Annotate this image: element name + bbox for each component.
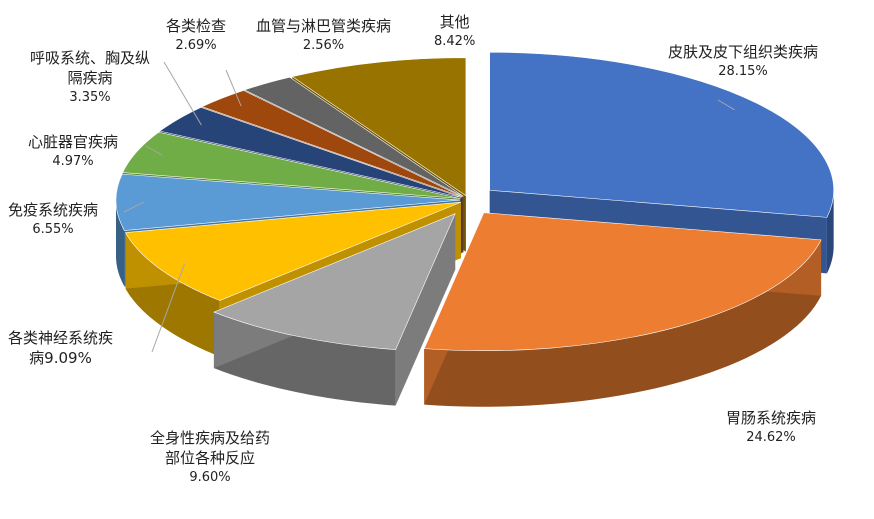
pie-slice-5-top bbox=[122, 131, 461, 199]
label-immune-value: 6.55% bbox=[32, 222, 74, 237]
pie-slice-1 bbox=[423, 212, 822, 407]
label-respiratory-line1: 呼吸系统、胸及纵 bbox=[30, 49, 151, 67]
label-other-name: 其他 bbox=[439, 13, 470, 31]
label-cardiac-value: 4.97% bbox=[52, 154, 94, 169]
label-cardiac: 心脏器官疾病 4.97% bbox=[28, 132, 118, 172]
leader-line-3 bbox=[151, 263, 185, 353]
label-other-value: 8.42% bbox=[434, 34, 476, 49]
label-general-value: 9.60% bbox=[189, 470, 231, 485]
label-respiratory: 呼吸系统、胸及纵 隔疾病 3.35% bbox=[30, 48, 150, 108]
label-respiratory-value: 3.35% bbox=[69, 90, 111, 105]
label-general-line2: 部位各种反应 bbox=[165, 449, 256, 467]
pie-slice-4-top bbox=[115, 173, 461, 231]
pie-slice-9-top bbox=[291, 57, 467, 197]
label-neuro-line2: 病9.09% bbox=[29, 349, 92, 367]
pie-slice-6-top bbox=[159, 107, 462, 198]
label-vascular-name: 血管与淋巴管类疾病 bbox=[256, 17, 392, 35]
label-skin-name: 皮肤及皮下组织类疾病 bbox=[668, 43, 819, 61]
leader-line-4 bbox=[123, 201, 144, 213]
pie-slice-2 bbox=[213, 213, 456, 406]
label-immune: 免疫系统疾病 6.55% bbox=[8, 200, 98, 240]
pie-slice-1-top bbox=[423, 212, 822, 352]
label-exam: 各类检查 2.69% bbox=[166, 16, 226, 56]
label-immune-name: 免疫系统疾病 bbox=[8, 201, 99, 219]
pie-slice-3-top bbox=[124, 201, 462, 301]
leader-line-6 bbox=[163, 61, 202, 126]
label-exam-name: 各类检查 bbox=[166, 17, 227, 35]
pie-slice-0-side bbox=[826, 190, 834, 274]
label-gi-value: 24.62% bbox=[746, 430, 796, 445]
pie-slice-1-side bbox=[424, 239, 822, 407]
label-cardiac-name: 心脏器官疾病 bbox=[28, 133, 119, 151]
leader-line-0 bbox=[717, 99, 735, 111]
label-skin: 皮肤及皮下组织类疾病 28.15% bbox=[668, 42, 818, 82]
pie-slice-4-side bbox=[116, 200, 125, 287]
label-skin-value: 28.15% bbox=[718, 64, 768, 79]
label-general-line1: 全身性疾病及给药 bbox=[150, 429, 271, 447]
leader-line-5 bbox=[145, 145, 163, 156]
leader-line-7 bbox=[225, 69, 242, 107]
label-exam-value: 2.69% bbox=[175, 38, 217, 53]
pie-slice-8-top bbox=[243, 76, 464, 197]
label-neuro-line1: 各类神经系统疾 bbox=[8, 329, 114, 347]
pie-slice-7-top bbox=[201, 90, 463, 198]
label-vascular-value: 2.56% bbox=[302, 38, 345, 53]
label-gi: 胃肠系统疾病 24.62% bbox=[726, 408, 816, 448]
label-gi-name: 胃肠系统疾病 bbox=[726, 409, 817, 427]
label-neuro: 各类神经系统疾 病9.09% bbox=[8, 328, 113, 368]
label-general: 全身性疾病及给药 部位各种反应 9.60% bbox=[150, 428, 270, 488]
label-respiratory-line2: 隔疾病 bbox=[67, 69, 113, 87]
pie-slice-2-top bbox=[213, 213, 456, 350]
label-vascular: 血管与淋巴管类疾病 2.56% bbox=[256, 16, 391, 56]
pie-slice-0-top bbox=[489, 51, 834, 218]
label-other: 其他 8.42% bbox=[434, 12, 475, 52]
